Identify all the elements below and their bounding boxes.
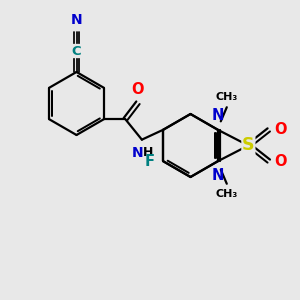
Text: O: O: [132, 82, 144, 97]
Text: N: N: [212, 168, 224, 183]
Text: S: S: [242, 136, 255, 154]
Text: F: F: [145, 154, 155, 169]
Text: CH₃: CH₃: [216, 189, 238, 199]
Text: N: N: [71, 13, 82, 27]
Text: O: O: [274, 154, 287, 169]
Text: O: O: [274, 122, 287, 137]
Text: N: N: [132, 146, 143, 160]
Text: N: N: [212, 108, 224, 123]
Text: H: H: [143, 146, 154, 159]
Text: CH₃: CH₃: [216, 92, 238, 102]
Text: C: C: [72, 44, 81, 58]
